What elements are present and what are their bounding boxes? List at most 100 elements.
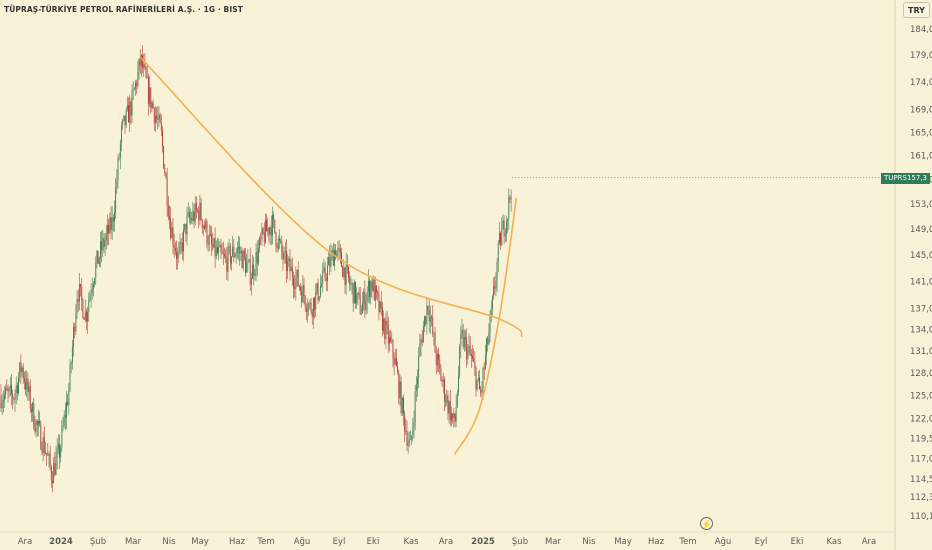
candle-body <box>187 212 189 215</box>
x-tick-label: Kas <box>826 537 842 547</box>
lightning-icon[interactable]: ⚡ <box>700 517 713 530</box>
candle-body <box>54 463 56 475</box>
candle-body <box>336 251 338 258</box>
candle-body <box>348 267 349 279</box>
candle-body <box>43 437 45 453</box>
candle-body <box>14 393 16 400</box>
candle-body <box>376 285 378 292</box>
candle-body <box>169 216 170 220</box>
y-tick-label: 128,0 <box>910 369 932 379</box>
candle-body <box>206 221 208 243</box>
candle-body <box>458 375 459 393</box>
candle-body <box>245 257 246 273</box>
candle-body <box>434 333 436 353</box>
candle-body <box>26 378 28 390</box>
candle-body <box>67 401 69 405</box>
candle-body <box>365 301 367 311</box>
candle-body <box>284 251 286 252</box>
candle-body <box>396 358 397 367</box>
candle-body <box>261 228 263 240</box>
candle-body <box>18 377 19 394</box>
candle-body <box>163 146 165 169</box>
candle-body <box>228 246 230 248</box>
candle-body <box>288 258 290 261</box>
candle-body <box>286 251 287 272</box>
candle-body <box>413 422 415 427</box>
candle-body <box>114 212 115 222</box>
candle-body <box>311 311 313 317</box>
candle-body <box>274 219 276 233</box>
candle-body <box>137 71 139 87</box>
candle-body <box>209 234 211 236</box>
candle-body <box>465 337 466 339</box>
candle-body <box>131 90 133 116</box>
candle-body <box>308 303 310 311</box>
candle-body <box>200 202 202 220</box>
candle-body <box>398 372 400 399</box>
x-tick-label: Ağu <box>715 537 732 547</box>
candle-body <box>459 346 461 376</box>
candle-body <box>139 58 141 66</box>
candle-body <box>178 251 180 254</box>
candle-body <box>345 263 347 285</box>
chart-title: TÜPRAŞ-TÜRKİYE PETROL RAFİNERİLERİ A.Ş. … <box>4 5 243 14</box>
candle-body <box>460 333 462 347</box>
candle-body <box>205 221 207 229</box>
candle-body <box>473 358 475 362</box>
y-tick-label: 125,0 <box>910 392 932 402</box>
candle-body <box>211 235 213 245</box>
candle-body <box>452 413 454 419</box>
candle-body <box>270 227 272 236</box>
candle-body <box>115 186 117 213</box>
candle-body <box>151 102 153 108</box>
candle-body <box>183 229 184 252</box>
candle-body <box>310 302 312 312</box>
candle-body <box>215 247 217 257</box>
candle-body <box>318 296 320 300</box>
candle-body <box>217 247 218 254</box>
candle-body <box>121 125 122 143</box>
x-tick-label: Nis <box>162 537 176 547</box>
candle-body <box>399 381 401 399</box>
candle-body <box>373 279 375 301</box>
candle-body <box>83 317 85 320</box>
candle-body <box>170 219 172 238</box>
candle-body <box>150 87 152 108</box>
candle-body <box>281 240 283 253</box>
candle-body <box>370 281 372 298</box>
candle-body <box>53 463 55 484</box>
candle-body <box>329 257 331 267</box>
candle-body <box>142 55 144 68</box>
x-tick-label: Ağu <box>294 537 311 547</box>
candle-body <box>405 430 407 432</box>
candle-body <box>509 197 511 199</box>
x-tick-label: Eyl <box>755 537 768 547</box>
candle-body <box>149 87 151 104</box>
candle-body <box>30 408 32 412</box>
candle-body <box>477 377 479 380</box>
candle-body <box>49 453 51 468</box>
currency-button[interactable]: TRY <box>903 2 930 18</box>
candle-body <box>186 214 188 235</box>
candle-body <box>480 389 482 393</box>
candle-body <box>422 326 424 343</box>
candle-body <box>220 244 222 252</box>
candle-body <box>360 313 362 315</box>
candle-body <box>179 242 181 252</box>
candle-body <box>295 277 297 290</box>
ticker-symbol: TUPRS <box>884 174 907 182</box>
candle-body <box>350 283 352 285</box>
candle-body <box>136 82 138 87</box>
candle-body <box>357 292 359 295</box>
candle-body <box>254 272 256 276</box>
candle-body <box>326 265 328 281</box>
candle-body <box>339 248 341 253</box>
candle-body <box>500 232 502 246</box>
candle-body <box>359 294 361 314</box>
y-tick-label: 153,0 <box>910 200 932 210</box>
candle-body <box>195 203 197 211</box>
candle-body <box>352 283 354 304</box>
last-price-badge: TUPRS 157,3 <box>881 173 930 184</box>
candle-body <box>410 439 411 441</box>
